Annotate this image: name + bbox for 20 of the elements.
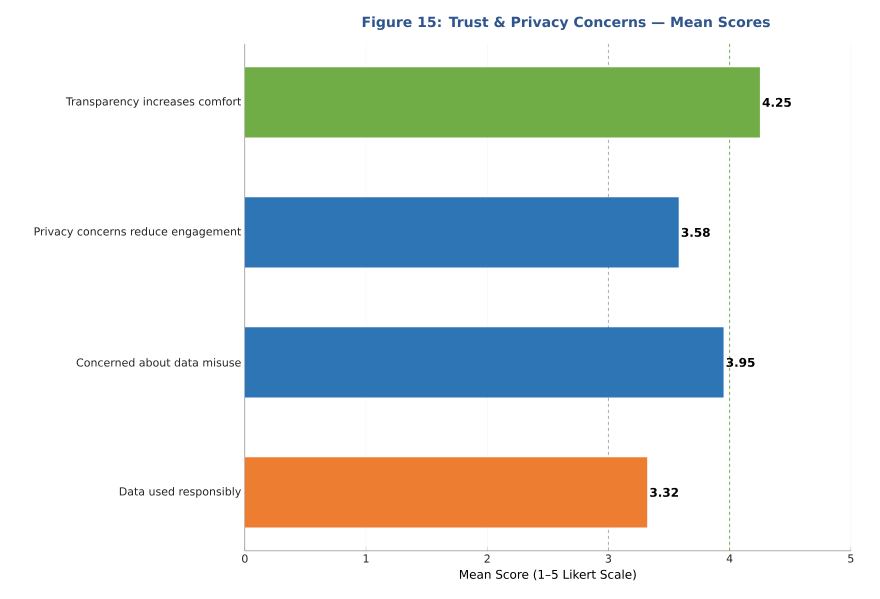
x-tick-label: 4 xyxy=(726,554,733,562)
bar xyxy=(244,197,679,268)
y-tick-label: Concerned about data misuse xyxy=(76,358,241,367)
data-label: 3.58 xyxy=(682,228,710,237)
x-tick-label: 0 xyxy=(242,554,248,563)
y-tick-label: Privacy concerns reduce engagement xyxy=(34,227,242,238)
chart-title: Figure 15: Trust & Privacy Concerns — Mean Scores xyxy=(362,16,770,30)
x-axis-title: Mean Score (1–5 Likert Scale) xyxy=(460,570,636,580)
x-tick-label: 2 xyxy=(484,554,490,563)
bar xyxy=(244,327,724,398)
y-tick-label: Transparency increases comfort xyxy=(66,97,242,108)
bar xyxy=(244,457,648,528)
data-label: 4.25 xyxy=(762,98,791,107)
data-label: 3.95 xyxy=(726,358,755,367)
x-tick-label: 3 xyxy=(606,554,612,563)
x-tick-label: 1 xyxy=(364,554,369,562)
y-tick-label: Data used responsibly xyxy=(120,487,241,498)
bar xyxy=(244,67,760,138)
x-tick-label: 5 xyxy=(848,554,854,563)
data-label: 3.32 xyxy=(650,488,678,497)
